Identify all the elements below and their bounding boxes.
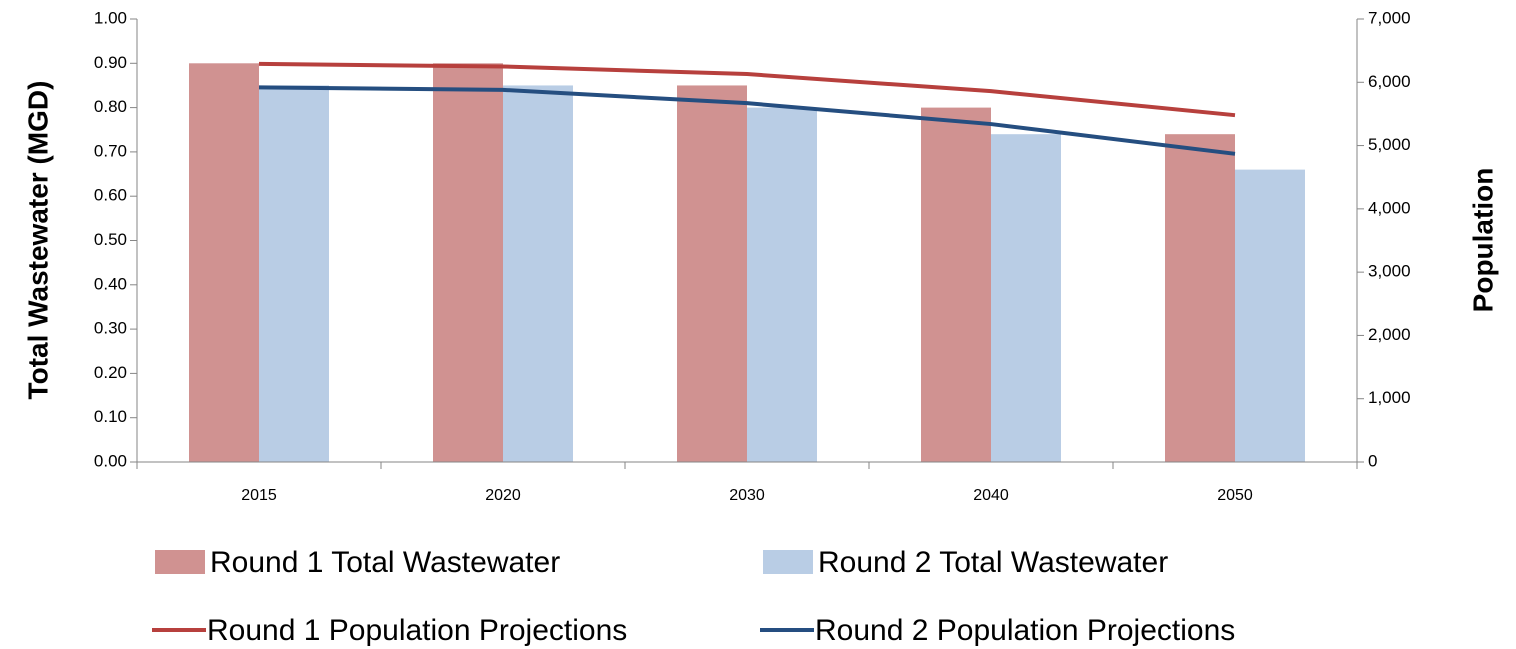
y-tick-label: 0.80 <box>94 97 127 116</box>
bar <box>991 134 1061 462</box>
y-tick-label: 0.70 <box>94 141 127 160</box>
y-tick-label: 1.00 <box>94 8 127 27</box>
y2-tick-label: 2,000 <box>1368 325 1411 344</box>
y-tick-label: 0.10 <box>94 407 127 426</box>
x-tick-label: 2050 <box>1217 487 1253 504</box>
bar <box>1235 169 1305 462</box>
y2-tick-label: 5,000 <box>1368 135 1411 154</box>
line <box>258 61 1236 118</box>
bar <box>503 85 573 462</box>
y-tick-label: 0.30 <box>94 319 127 338</box>
y2-tick-label: 0 <box>1368 451 1377 470</box>
y-axis-title: Total Wastewater (MGD) <box>22 81 53 400</box>
y-tick-label: 0.50 <box>94 230 127 249</box>
bar <box>1165 134 1235 462</box>
y2-tick-label: 4,000 <box>1368 198 1411 217</box>
line <box>258 85 1236 156</box>
legend-label: Round 1 Total Wastewater <box>210 546 560 579</box>
bar <box>433 63 503 463</box>
legend-label: Round 1 Population Projections <box>207 614 627 647</box>
y2-axis-title: Population <box>1467 168 1498 313</box>
y-tick-label: 0.00 <box>94 451 127 470</box>
x-tick-label: 2020 <box>485 487 521 504</box>
y2-tick-label: 3,000 <box>1368 262 1411 281</box>
x-tick-label: 2015 <box>241 487 277 504</box>
bar <box>747 107 817 462</box>
x-tick-label: 2040 <box>973 487 1009 504</box>
bar <box>189 63 259 463</box>
x-tick-label: 2030 <box>729 487 765 504</box>
legend-swatch <box>155 550 205 574</box>
legend-label: Round 2 Population Projections <box>815 614 1235 647</box>
y2-tick-label: 7,000 <box>1368 8 1411 27</box>
y-tick-label: 0.90 <box>94 53 127 72</box>
y2-tick-label: 6,000 <box>1368 72 1411 91</box>
bar <box>677 85 747 462</box>
y-tick-label: 0.40 <box>94 274 127 293</box>
y2-tick-label: 1,000 <box>1368 388 1411 407</box>
legend-label: Round 2 Total Wastewater <box>818 546 1168 579</box>
bar <box>921 107 991 462</box>
y-tick-label: 0.20 <box>94 363 127 382</box>
bar <box>259 85 329 462</box>
y-tick-label: 0.60 <box>94 186 127 205</box>
legend-swatch <box>763 550 813 574</box>
